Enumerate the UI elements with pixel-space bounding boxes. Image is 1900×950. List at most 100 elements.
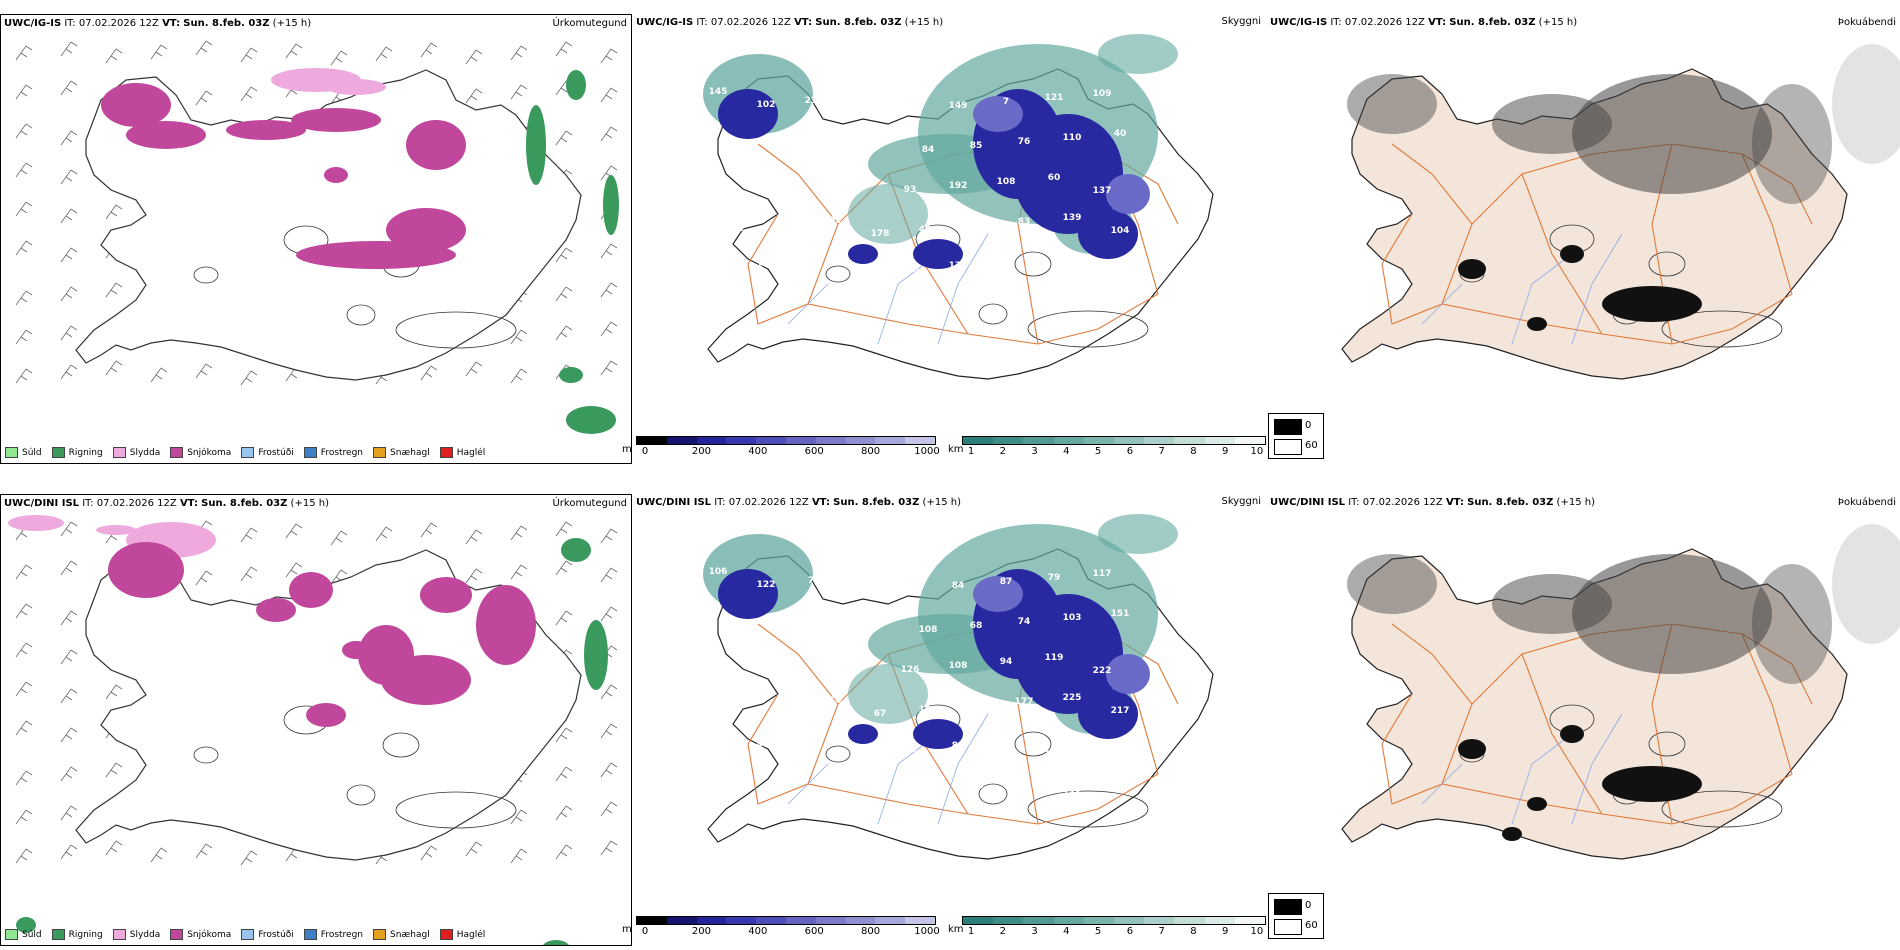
cloud-base-field <box>1013 594 1123 714</box>
panel-title: Úrkomutegund <box>552 498 627 509</box>
snow-area <box>324 167 348 183</box>
colorbar-step <box>1083 437 1115 444</box>
colorbar-step <box>1174 437 1205 444</box>
cloud-base-label: 141 <box>1063 790 1082 800</box>
cloud-base-label: 233 <box>967 221 986 231</box>
legend-swatch <box>439 929 453 940</box>
wind-barb <box>105 360 123 376</box>
colorbar-tick: 600 <box>804 926 824 937</box>
legend-item: Haglél <box>439 929 485 940</box>
wind-barb <box>150 44 168 60</box>
legend-label: Súld <box>22 929 42 940</box>
cloud-base-label: 483 <box>757 740 776 750</box>
glacier-outline <box>346 784 376 806</box>
wind-barb <box>600 321 618 337</box>
wind-barb <box>555 727 573 743</box>
cloud-base-label: 40 <box>1114 129 1127 139</box>
wind-barb <box>600 528 618 544</box>
rain-area <box>603 175 619 235</box>
cloud-base-label: 104 <box>709 184 728 194</box>
wind-barb <box>555 560 573 576</box>
wind-barb <box>330 530 348 546</box>
cloud-base-label: 67 <box>874 709 887 719</box>
sleet-area <box>96 525 136 535</box>
glacier-outline <box>978 783 1008 805</box>
panel-header: UWC/DINI ISL IT: 07.02.2026 12Z VT: Sun.… <box>636 497 961 508</box>
colorbar-step <box>845 917 876 924</box>
fog-legend-label: 60 <box>1305 440 1318 451</box>
cloud-base-field <box>848 724 878 744</box>
glacier-outline <box>395 311 517 349</box>
cloud-base-label: 218 <box>997 737 1016 747</box>
colorbar-step <box>845 437 876 444</box>
fog-map-top <box>1341 44 1900 380</box>
colorbar-step <box>905 437 935 444</box>
cloud-base-label: 94 <box>904 745 917 755</box>
sleet-area <box>8 515 64 531</box>
fog-shading <box>1752 84 1832 204</box>
legend-label: Snjókoma <box>187 447 232 458</box>
glacier-outline <box>395 791 517 829</box>
precip-map-top <box>15 40 619 434</box>
cloud-base-label: 108 <box>919 625 938 635</box>
cloud-base-label: 107 <box>967 781 986 791</box>
fog-shading <box>1832 44 1900 164</box>
wind-barb <box>465 361 483 377</box>
colorbar-step <box>1234 437 1266 444</box>
glacier-outline <box>1027 790 1149 828</box>
cloud-base-label: 10 <box>808 256 821 266</box>
cloud-base-label: 138 <box>901 568 920 578</box>
cloud-base-label: 238 <box>805 96 824 106</box>
colorbar-tick: 800 <box>861 926 881 937</box>
colorbar-step <box>1204 917 1235 924</box>
wind-barb <box>15 123 33 139</box>
wind-barb <box>555 805 573 821</box>
snow-area <box>291 108 381 132</box>
wind-barb <box>15 770 33 786</box>
cloud-base-label: 89 <box>1018 777 1031 787</box>
wind-barb <box>555 521 573 537</box>
cloud-base-label: 93 <box>730 144 743 154</box>
fog-legend-top: 0 60 <box>1268 413 1324 459</box>
visibility-colorbar-bottom: km 1 2 3 4 5 6 7 8 9 10 <box>948 916 1266 938</box>
ceiling-colorbar-top: m 0 200 400 600 800 1000 <box>622 436 940 458</box>
colorbar-tick: 200 <box>691 926 711 937</box>
cloud-base-label: 83 <box>1018 217 1031 227</box>
wind-barb <box>330 50 348 66</box>
fog-dense <box>1458 259 1486 279</box>
legend-item: Slydda <box>112 929 160 940</box>
legend-label: Frostregn <box>320 447 364 458</box>
river-network <box>1421 713 1623 825</box>
cloud-base-label: 247 <box>1093 266 1112 276</box>
cloud-base-label: 217 <box>1111 706 1130 716</box>
colorbar-unit: m <box>622 924 632 935</box>
cloud-base-label: 84 <box>922 145 935 155</box>
colorbar-step <box>1053 917 1084 924</box>
colorbar-tick: 3 <box>1031 446 1038 457</box>
wind-barb <box>60 649 78 665</box>
legend-label: Frostúði <box>258 447 294 458</box>
wind-barb <box>195 843 213 859</box>
colorbar-tick: 0 <box>641 446 649 457</box>
wind-barb <box>510 84 528 100</box>
legend-item: Súld <box>5 447 42 458</box>
wind-barb <box>600 840 618 856</box>
fog-legend-label: 0 <box>1305 420 1312 431</box>
cloud-base-label: 84 <box>952 581 965 591</box>
panel-title: Þokuábendi <box>1837 17 1896 28</box>
colorbar-step <box>1204 437 1235 444</box>
cloud-base-field <box>718 89 778 139</box>
cloud-base-label: 179 <box>805 736 824 746</box>
wind-barb <box>15 162 33 178</box>
ceiling-colorbar-bottom: m 0 200 400 600 800 1000 <box>622 916 940 938</box>
colorbar-tick: 0 <box>641 926 649 937</box>
snow-area <box>420 577 472 613</box>
colorbar-unit: km <box>948 924 964 935</box>
cloud-map-top: 145 102 238 92 151 149 7 121 109 93 100 67 103 84 85 76… <box>703 34 1214 380</box>
wind-barb <box>15 848 33 864</box>
glacier-outline <box>825 265 851 283</box>
precip-type-panel-bottom: UWC/DINI ISL IT: 07.02.2026 12Z VT: Sun.… <box>0 494 632 946</box>
wind-barb <box>420 522 438 538</box>
cloud-base-label: 452 <box>853 749 872 759</box>
colorbar-tick: 6 <box>1126 926 1134 937</box>
